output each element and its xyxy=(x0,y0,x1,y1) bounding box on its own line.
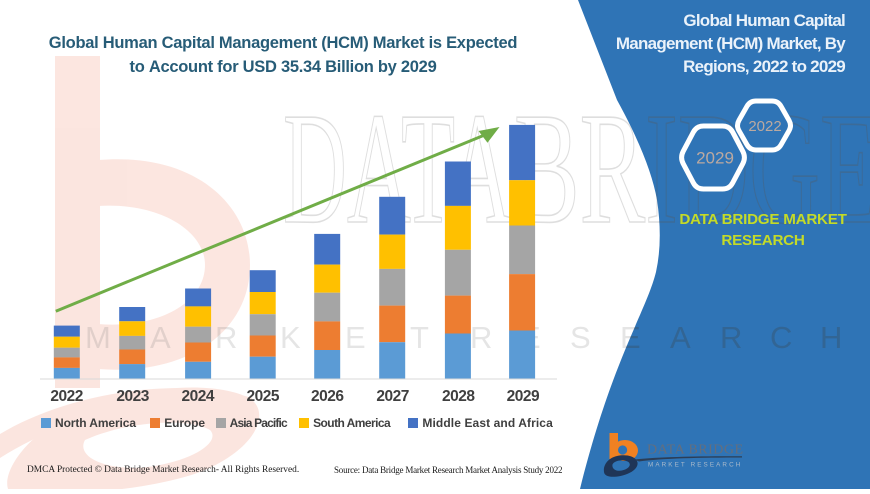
svg-text:2022: 2022 xyxy=(748,118,781,135)
svg-text:2029: 2029 xyxy=(696,149,734,168)
svg-text:DATA BRIDGE: DATA BRIDGE xyxy=(647,443,744,458)
svg-text:MARKET RESEARCH: MARKET RESEARCH xyxy=(648,462,742,469)
